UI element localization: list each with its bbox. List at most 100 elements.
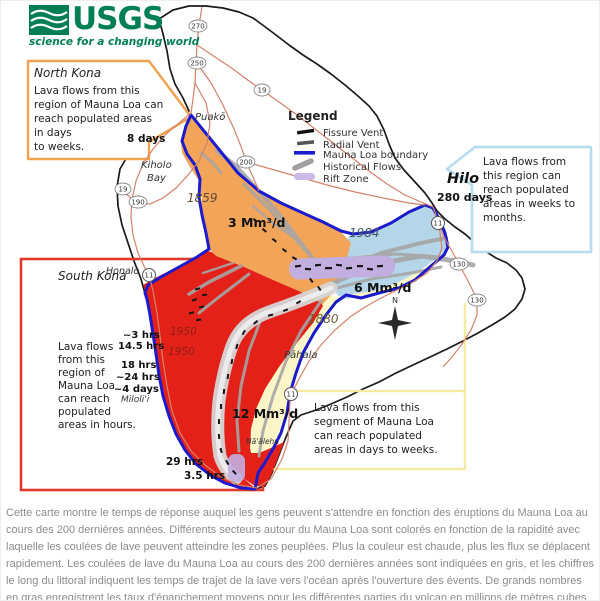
label-8days: 8 days xyxy=(127,133,165,145)
svg-text:270: 270 xyxy=(191,23,204,31)
label-naalehu: Nā'ālehu xyxy=(246,437,279,446)
svg-text:130: 130 xyxy=(470,297,483,305)
usgs-wave-icon xyxy=(29,5,69,35)
svg-text:N: N xyxy=(392,296,398,305)
svg-text:Lava flows from this: Lava flows from this xyxy=(314,402,420,414)
svg-text:Lava flows from this: Lava flows from this xyxy=(34,85,140,97)
usgs-tagline: science for a changing world xyxy=(29,36,200,48)
rift-zone-icon xyxy=(294,173,315,180)
sw-rift-channel-core xyxy=(215,285,334,481)
label-18hrs: 18 hrs xyxy=(121,360,156,371)
svg-text:19: 19 xyxy=(258,87,267,95)
label-35hrs: 3.5 hrs xyxy=(184,470,225,482)
shield-19a: 19 xyxy=(253,83,271,97)
svg-text:months.: months. xyxy=(483,212,526,224)
shield-190: 190 xyxy=(128,195,148,209)
label-rate-3: 3 Mm³/d xyxy=(228,215,286,230)
legend-title: Legend xyxy=(288,109,338,123)
svg-text:Mauna Loa: Mauna Loa xyxy=(58,380,115,392)
shield-11a: 11 xyxy=(142,268,156,282)
shield-130a: 130 xyxy=(449,257,469,271)
svg-text:reach populated areas: reach populated areas xyxy=(34,113,152,125)
svg-text:19: 19 xyxy=(119,186,128,194)
route-shields: 270 250 19 200 19 190 11 11 130 130 11 xyxy=(114,19,487,401)
svg-text:populated: populated xyxy=(58,406,111,418)
road-hwy190 xyxy=(138,82,211,205)
shield-130b: 130 xyxy=(467,293,487,307)
south-kona-title: South Kona xyxy=(58,269,126,283)
label-3hrs: ~3 hrs xyxy=(123,330,160,341)
label-rate-6: 6 Mm³/d xyxy=(354,280,412,295)
label-honalo: Honalo xyxy=(106,266,139,277)
boundary-icon xyxy=(294,151,315,155)
north-kona-callout-text: North Kona Lava flows from this region o… xyxy=(34,66,163,153)
svg-text:region of: region of xyxy=(58,367,105,379)
svg-text:areas in days to weeks.: areas in days to weeks. xyxy=(314,444,438,456)
svg-text:this region can: this region can xyxy=(483,170,561,182)
svg-text:from this: from this xyxy=(58,354,105,366)
svg-text:Fissure Vent: Fissure Vent xyxy=(323,128,383,139)
map-canvas: 270 250 19 200 19 190 11 11 130 130 11 N… xyxy=(1,1,599,498)
legend: Legend Fissure Vent Radial Vent Mauna Lo… xyxy=(288,109,428,185)
road-hwy19-north xyxy=(196,44,434,208)
north-kona-callout-box xyxy=(26,59,193,161)
label-kiholo: Kiholo xyxy=(141,160,172,171)
shield-250: 250 xyxy=(187,56,207,70)
sector-northwest-orange xyxy=(181,115,351,304)
east-callout-box xyxy=(445,145,593,254)
label-1950a: 1950 xyxy=(170,326,197,338)
road-saddle200 xyxy=(196,62,260,192)
svg-text:can reach: can reach xyxy=(58,393,110,405)
svg-text:areas in weeks to: areas in weeks to xyxy=(483,198,575,210)
label-1859: 1859 xyxy=(187,191,218,205)
svg-text:130: 130 xyxy=(452,261,465,269)
svg-text:areas in hours.: areas in hours. xyxy=(58,419,136,431)
svg-text:Lava flows from: Lava flows from xyxy=(483,156,566,168)
label-milolii: Miloli'i xyxy=(121,395,150,405)
label-puako: Puakō xyxy=(195,112,225,123)
ne-rift-zone xyxy=(289,255,396,280)
label-29hrs: 29 hrs xyxy=(166,456,203,468)
svg-text:Rift Zone: Rift Zone xyxy=(323,174,369,185)
sector-south-tip-red xyxy=(223,442,284,486)
southeast-callout-text: Lava flows from this segment of Mauna Lo… xyxy=(314,402,438,456)
svg-text:Lava flows: Lava flows xyxy=(58,341,113,353)
map-caption: Cette carte montre le temps de réponse a… xyxy=(6,507,595,601)
label-4days: ~4 days xyxy=(114,384,159,395)
svg-text:to weeks.: to weeks. xyxy=(34,141,84,153)
label-24hrs: ~24 hrs xyxy=(116,372,160,383)
mauna-loa-boundary xyxy=(143,113,450,491)
svg-text:190: 190 xyxy=(131,199,144,207)
svg-text:11: 11 xyxy=(287,391,296,399)
label-1950b: 1950 xyxy=(168,346,195,358)
label-145hrs: 14.5 hrs xyxy=(118,341,164,352)
shield-270: 270 xyxy=(188,19,208,33)
map-labels: Puakō Kiholo Bay Honalo Miloli'i Pāhala … xyxy=(106,112,493,482)
label-rate-12: 12 Mm³/d xyxy=(232,406,298,421)
fissure-vent-icon xyxy=(296,128,315,135)
usgs-logo: USGS science for a changing world xyxy=(29,1,200,49)
label-pahala: Pāhala xyxy=(284,350,318,361)
label-280days: 280 days xyxy=(437,191,493,204)
svg-text:200: 200 xyxy=(239,159,252,167)
fissure-vents xyxy=(188,217,384,475)
east-callout-text: Lava flows from this region can reach po… xyxy=(483,156,575,224)
svg-text:11: 11 xyxy=(145,272,154,280)
shield-200: 200 xyxy=(236,155,256,169)
radial-vent-icon xyxy=(296,140,315,146)
shield-19b: 19 xyxy=(114,182,132,196)
south-kona-callout-text: South Kona Lava flows from this region o… xyxy=(58,269,136,431)
north-kona-title: North Kona xyxy=(34,66,101,80)
svg-text:can reach populated: can reach populated xyxy=(314,430,422,442)
label-1984: 1984 xyxy=(349,226,380,240)
svg-text:Mauna Loa boundary: Mauna Loa boundary xyxy=(323,150,428,161)
svg-text:in days: in days xyxy=(34,127,72,139)
usgs-wordmark: USGS xyxy=(72,1,164,37)
svg-text:reach populated: reach populated xyxy=(483,184,569,196)
svg-text:11: 11 xyxy=(434,220,443,228)
sw-rift-zone-lower xyxy=(228,454,245,482)
road-hwy11-kona-loop xyxy=(130,6,443,489)
compass-rose: N xyxy=(378,296,412,340)
svg-text:segment of Mauna Loa: segment of Mauna Loa xyxy=(314,416,434,428)
